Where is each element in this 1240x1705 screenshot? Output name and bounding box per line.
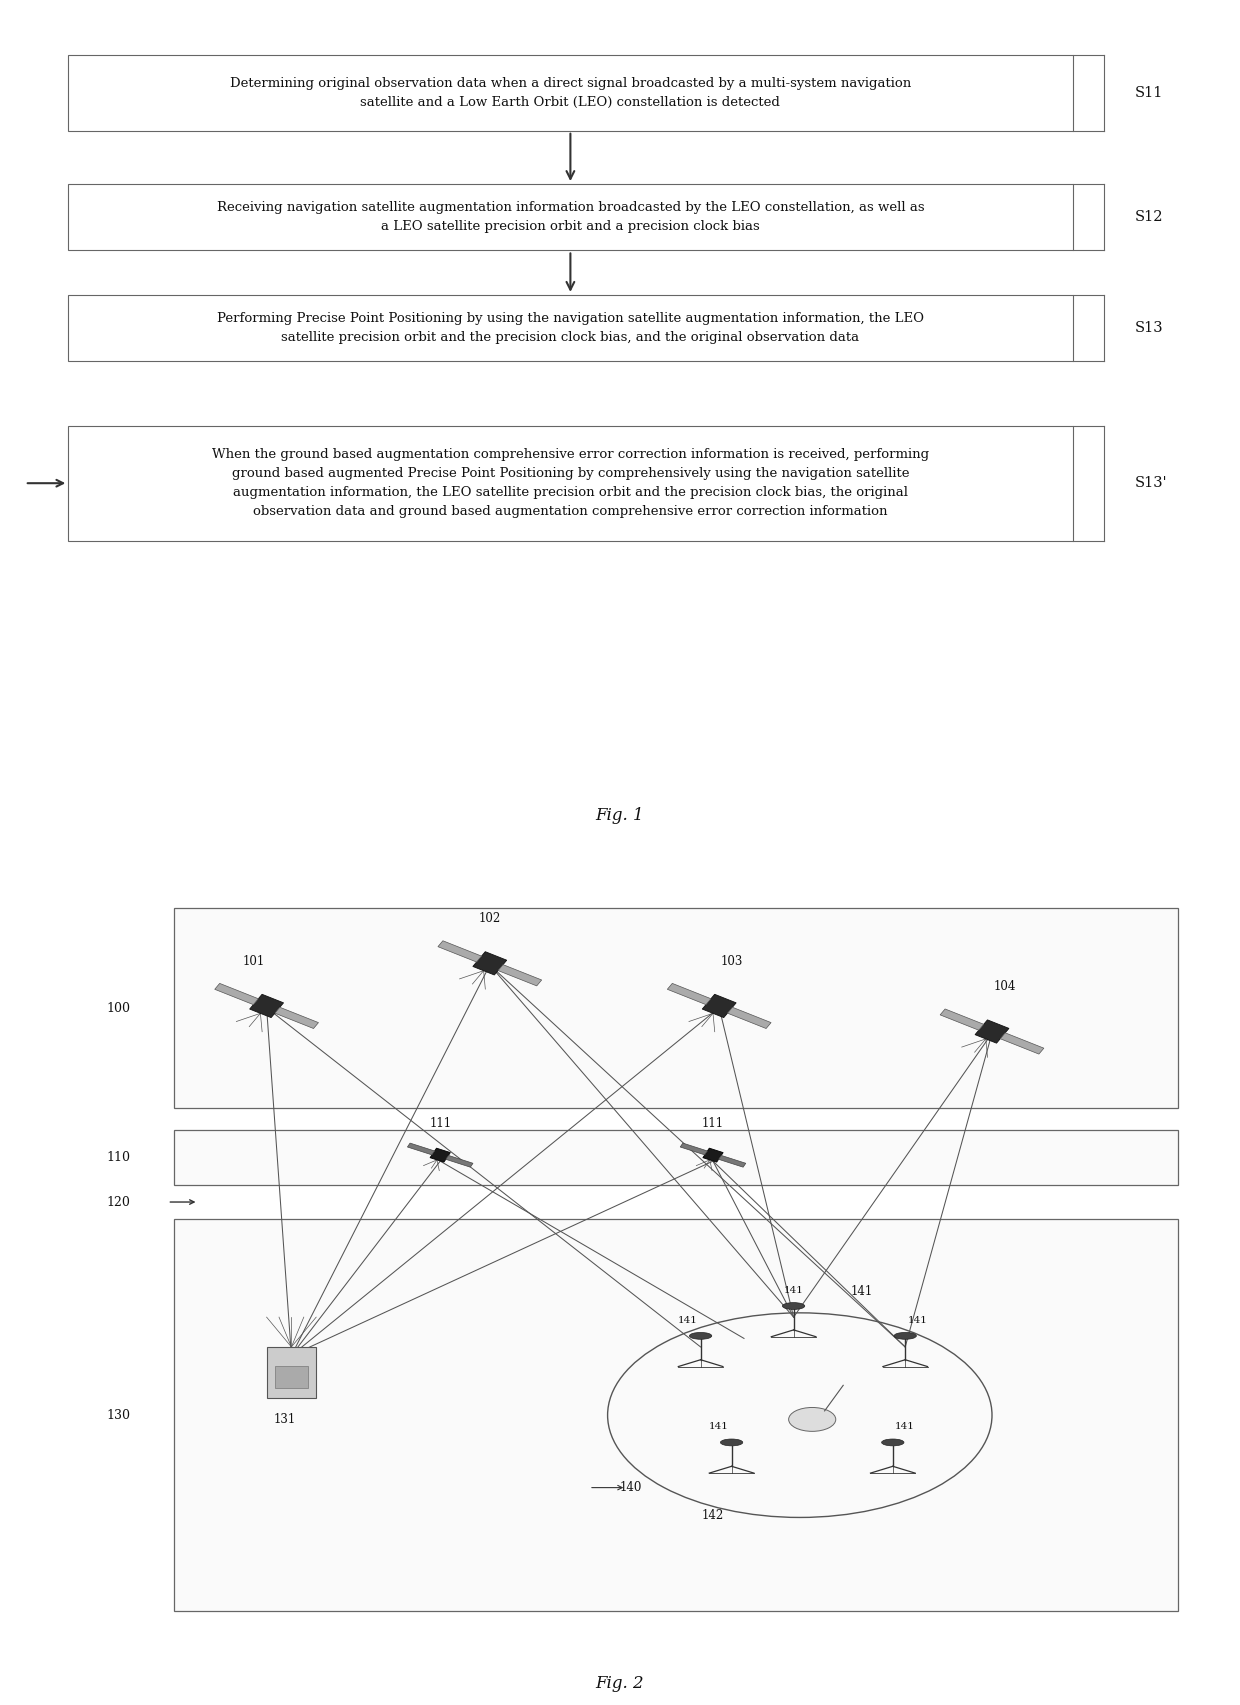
Text: Determining original observation data when a direct signal broadcasted by a mult: Determining original observation data wh… — [229, 77, 911, 109]
Polygon shape — [940, 1009, 983, 1030]
Text: 104: 104 — [993, 980, 1016, 992]
Polygon shape — [472, 951, 507, 975]
Polygon shape — [667, 984, 711, 1004]
FancyBboxPatch shape — [275, 1366, 308, 1388]
Text: 140: 140 — [620, 1482, 642, 1494]
Text: Fig. 2: Fig. 2 — [595, 1676, 645, 1691]
FancyBboxPatch shape — [174, 907, 1178, 1108]
Polygon shape — [408, 1142, 434, 1154]
FancyBboxPatch shape — [68, 426, 1073, 540]
FancyBboxPatch shape — [174, 1129, 1178, 1185]
Polygon shape — [975, 1020, 1009, 1043]
Polygon shape — [719, 1156, 745, 1168]
Text: When the ground based augmentation comprehensive error correction information is: When the ground based augmentation compr… — [212, 448, 929, 518]
Ellipse shape — [882, 1439, 904, 1446]
Text: S11: S11 — [1135, 85, 1163, 101]
Polygon shape — [1001, 1033, 1044, 1054]
Polygon shape — [215, 984, 258, 1004]
Polygon shape — [446, 1156, 472, 1168]
Text: 120: 120 — [107, 1195, 130, 1209]
Ellipse shape — [894, 1333, 916, 1340]
Text: 111: 111 — [702, 1117, 724, 1129]
Text: 103: 103 — [720, 955, 743, 968]
Text: 141: 141 — [895, 1422, 915, 1430]
Polygon shape — [702, 994, 737, 1018]
Polygon shape — [249, 994, 284, 1018]
Text: 100: 100 — [107, 1001, 130, 1014]
Polygon shape — [267, 1347, 316, 1398]
Polygon shape — [703, 1147, 723, 1163]
FancyBboxPatch shape — [68, 295, 1073, 361]
Polygon shape — [275, 1008, 319, 1028]
FancyBboxPatch shape — [68, 184, 1073, 251]
Polygon shape — [438, 941, 481, 962]
Polygon shape — [681, 1142, 707, 1154]
Text: 141: 141 — [908, 1316, 928, 1325]
Text: 110: 110 — [107, 1151, 130, 1165]
Text: Performing Precise Point Positioning by using the navigation satellite augmentat: Performing Precise Point Positioning by … — [217, 312, 924, 344]
Text: S13': S13' — [1135, 476, 1167, 491]
Ellipse shape — [789, 1408, 836, 1430]
Text: 102: 102 — [479, 912, 501, 924]
Polygon shape — [430, 1147, 450, 1163]
Text: 130: 130 — [107, 1408, 130, 1422]
Text: 141: 141 — [784, 1286, 804, 1296]
Ellipse shape — [689, 1333, 712, 1340]
Text: S12: S12 — [1135, 210, 1163, 225]
Text: 101: 101 — [243, 955, 265, 968]
Text: S13: S13 — [1135, 321, 1163, 336]
FancyBboxPatch shape — [174, 1219, 1178, 1611]
Polygon shape — [728, 1008, 771, 1028]
Polygon shape — [498, 965, 542, 985]
Text: 142: 142 — [702, 1509, 724, 1523]
Text: 141: 141 — [678, 1316, 698, 1325]
Ellipse shape — [720, 1439, 743, 1446]
FancyBboxPatch shape — [68, 55, 1073, 131]
Ellipse shape — [782, 1303, 805, 1309]
Text: Receiving navigation satellite augmentation information broadcasted by the LEO c: Receiving navigation satellite augmentat… — [217, 201, 924, 234]
Text: 141: 141 — [851, 1284, 873, 1298]
Text: Fig. 1: Fig. 1 — [595, 806, 645, 824]
Text: 111: 111 — [429, 1117, 451, 1129]
Text: 141: 141 — [709, 1422, 729, 1430]
Text: 131: 131 — [274, 1413, 296, 1427]
